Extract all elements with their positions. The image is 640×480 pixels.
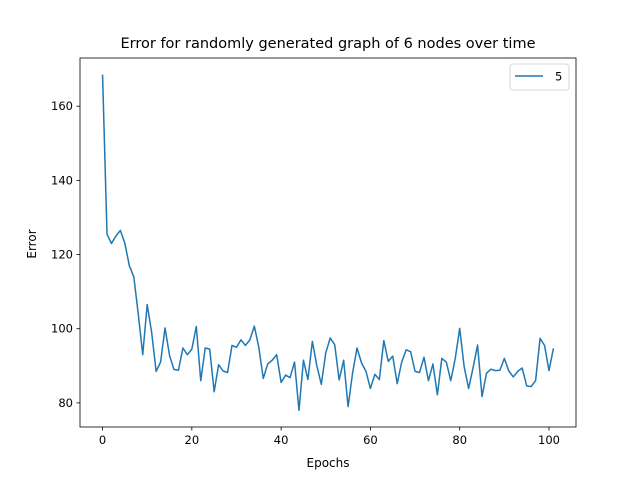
x-tick-label: 0 (99, 433, 106, 447)
axes-frame (79, 57, 577, 428)
y-axis-label: Error (25, 229, 39, 258)
y-tick-label: 120 (51, 248, 73, 262)
x-tick-label: 60 (363, 433, 378, 447)
legend-label: 5 (555, 70, 562, 84)
y-tick-label: 160 (51, 99, 73, 113)
legend: 5 (509, 63, 570, 91)
plot-area: 0 20 40 60 80 100 80 100 120 140 160 (51, 57, 577, 447)
legend-box (509, 63, 570, 91)
x-tick-label: 100 (538, 433, 560, 447)
x-tick-label: 20 (185, 433, 200, 447)
chart-title: Error for randomly generated graph of 6 … (121, 36, 536, 52)
x-axis-label: Epochs (307, 456, 350, 470)
y-tick-label: 140 (51, 173, 73, 187)
x-tick-label: 80 (452, 433, 467, 447)
y-tick-label: 80 (58, 396, 73, 410)
x-tick-label: 40 (274, 433, 289, 447)
series-line (101, 74, 555, 412)
y-tick-label: 100 (51, 322, 73, 336)
